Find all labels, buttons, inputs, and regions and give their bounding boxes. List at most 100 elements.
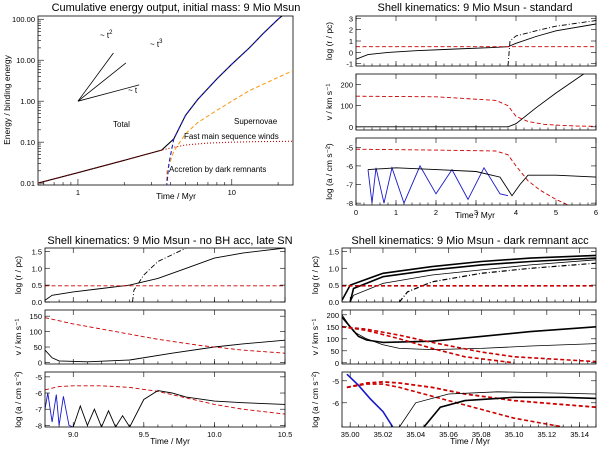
- dark-remnant-panel: Shell kinematics: 9 Mio Msun - dark remn…: [310, 235, 597, 446]
- total-label: Total: [113, 120, 130, 129]
- x-tick-label: 1: [76, 188, 80, 197]
- subpanel-ylabel: v / km s⁻¹: [310, 319, 320, 356]
- x-tick-label: 3: [474, 208, 478, 217]
- y-tick-label: 0: [349, 48, 353, 57]
- supernovae-line: [165, 70, 293, 185]
- y-tick-label: -8: [346, 199, 353, 208]
- guide-line: [77, 84, 140, 102]
- accretion-line: [166, 16, 283, 185]
- y-tick-label: -5: [35, 373, 42, 382]
- powerlaw-guides: [77, 52, 140, 102]
- x-tick-label: 35.08: [472, 430, 491, 439]
- subpanel-series: [346, 373, 596, 427]
- a_grav-line: [45, 385, 285, 415]
- y-tick-label: 100: [326, 335, 339, 344]
- subpanel-frame: [44, 309, 286, 365]
- energy-plot-frame: [37, 15, 294, 186]
- subpanel-ylabel: log (r / pc): [13, 256, 23, 294]
- x-tick-label: 35.14: [570, 430, 589, 439]
- v_shell-line: [45, 339, 285, 363]
- subpanel-series: [45, 385, 285, 427]
- x-tick-label: 35.06: [439, 430, 458, 439]
- supernovae-label: Supernovae: [234, 117, 278, 126]
- x-tick-label: 2: [434, 208, 438, 217]
- subpanel-series: [342, 254, 596, 302]
- y-tick-label: 0: [349, 123, 353, 132]
- x-tick-label: 10.5: [278, 430, 293, 439]
- y-tick-label: 1.5: [329, 247, 339, 256]
- x-tick-label: 10: [228, 188, 236, 197]
- energy-ylabel: Energy / binding energy: [2, 54, 12, 145]
- r_mid_thick-line: [349, 257, 596, 302]
- a_shell-line: [72, 390, 285, 427]
- guide-label-t-fifth: ~ t3: [150, 39, 163, 49]
- x-tick-label: 9.0: [68, 430, 78, 439]
- y-tick-label: 1.0: [329, 264, 339, 273]
- y-tick-label: 0.0: [32, 298, 42, 307]
- total-line: [38, 16, 283, 184]
- late-sn-xlabel: Time / Myr: [150, 436, 190, 446]
- guide-line: [77, 52, 114, 102]
- v_esc_b-line: [342, 326, 515, 364]
- late-sn-panel: Shell kinematics: 9 Mio Msun - no BH acc…: [13, 235, 293, 446]
- subpanel-series: [45, 317, 285, 363]
- y-tick-label: 1.5: [32, 247, 42, 256]
- y-tick-label: 200: [326, 311, 339, 320]
- a_shell-line: [367, 167, 596, 197]
- late-sn-axes: 0.0 0.5 1.0 1.5 log (r / pc) 0 50 100 150 v / km …: [13, 247, 292, 439]
- x-tick-label: 35.12: [537, 430, 556, 439]
- winds-label: Fast main sequence winds: [184, 132, 279, 141]
- subpanel-ylabel: log (r / pc): [324, 22, 334, 60]
- a_grav_b-line: [346, 383, 564, 427]
- y-tick-label: 3: [349, 14, 353, 23]
- subpanel-series: [356, 20, 596, 66]
- guide-line: [77, 62, 127, 102]
- subpanel-ylabel: log (a / cm s⁻²): [324, 143, 334, 200]
- y-tick-label: -1: [346, 60, 353, 69]
- x-tick-label: 1: [394, 208, 398, 217]
- standard-axes: -1 0 1 2 3 log (r / pc) 0 100 200 v / km s⁻¹ -8 -7 -…: [324, 14, 598, 217]
- y-tick-label: -7: [346, 181, 353, 190]
- y-tick-label: 0.5: [32, 281, 42, 290]
- x-tick-label: 0: [354, 208, 358, 217]
- a_grav-line: [356, 148, 569, 205]
- y-tick-label: 0.10: [20, 138, 35, 147]
- y-tick-label: -8: [35, 421, 42, 430]
- y-tick-label: 100: [340, 102, 353, 111]
- v_thin-line: [342, 314, 596, 351]
- v_esc-line: [45, 317, 285, 354]
- guide-label-t: ~ t: [128, 86, 138, 95]
- subpanel-frame: [341, 309, 597, 365]
- subpanel-ylabel: log (a / cm s⁻²): [310, 371, 320, 428]
- x-tick-label: 10.0: [207, 430, 222, 439]
- v_esc-line: [356, 95, 596, 127]
- y-tick-label: 150: [29, 312, 42, 321]
- dark-remnant-xlabel: Time / Myr: [450, 436, 490, 446]
- r_core-line: [398, 262, 596, 302]
- y-tick-label: 150: [326, 323, 339, 332]
- standard-xlabel: Time / Myr: [455, 210, 495, 220]
- accretion-label: Accretion by dark remnants: [169, 165, 266, 174]
- energy-xlabel: Time / Myr: [156, 191, 196, 201]
- subpanel-frame: [44, 247, 286, 303]
- x-tick-label: 35.02: [374, 430, 393, 439]
- y-tick-label: 1.00: [20, 97, 35, 106]
- x-tick-label: 4: [514, 208, 518, 217]
- y-tick-label: 50: [331, 347, 339, 356]
- a_shell_thick-line: [423, 396, 596, 427]
- y-tick-label: 2: [349, 26, 353, 35]
- a_acc-line: [45, 392, 74, 427]
- subpanel-frame: [355, 73, 597, 131]
- y-tick-label: 10.00: [16, 56, 35, 65]
- r_shell-line: [45, 248, 285, 301]
- y-tick-label: 0.01: [20, 179, 35, 188]
- subpanel-frame: [44, 371, 286, 428]
- r_shell-line: [356, 23, 596, 60]
- a_grav_a-line: [346, 380, 596, 409]
- y-tick-label: 0.5: [329, 281, 339, 290]
- y-tick-label: 50: [34, 343, 42, 352]
- y-tick-label: -6: [332, 399, 339, 408]
- y-tick-label: 0: [38, 358, 42, 367]
- y-tick-label: 100: [29, 328, 42, 337]
